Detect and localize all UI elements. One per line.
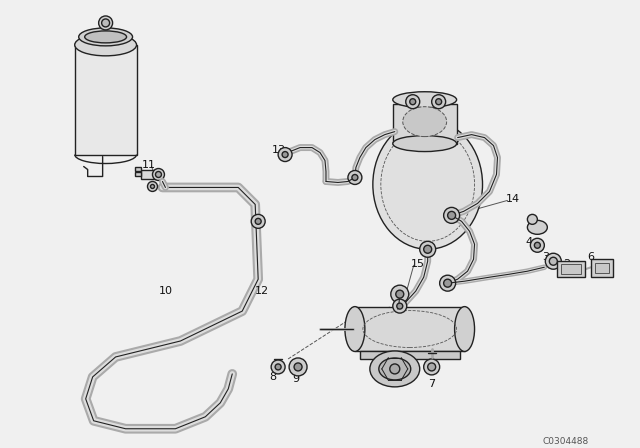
Circle shape xyxy=(424,246,431,253)
Circle shape xyxy=(271,360,285,374)
Circle shape xyxy=(152,168,164,181)
Circle shape xyxy=(102,19,109,27)
Text: 2: 2 xyxy=(563,259,570,269)
Text: 11: 11 xyxy=(141,159,156,169)
Circle shape xyxy=(549,257,557,265)
Text: 13: 13 xyxy=(272,145,286,155)
Circle shape xyxy=(150,185,154,189)
Circle shape xyxy=(255,218,261,224)
Ellipse shape xyxy=(75,34,136,56)
Ellipse shape xyxy=(373,120,483,249)
Text: 15: 15 xyxy=(411,259,425,269)
Text: C0304488: C0304488 xyxy=(543,437,589,446)
Bar xyxy=(355,306,465,352)
Bar xyxy=(75,45,136,155)
Text: 8: 8 xyxy=(269,372,276,382)
Ellipse shape xyxy=(84,31,127,43)
Text: 10: 10 xyxy=(159,286,172,296)
Circle shape xyxy=(393,299,407,313)
Circle shape xyxy=(282,151,288,158)
Circle shape xyxy=(391,285,409,303)
Circle shape xyxy=(545,253,561,269)
Bar xyxy=(561,264,581,274)
Circle shape xyxy=(440,275,456,291)
Text: 6: 6 xyxy=(588,252,595,262)
Bar xyxy=(134,167,141,171)
Circle shape xyxy=(396,290,404,298)
Bar xyxy=(557,261,585,277)
Circle shape xyxy=(348,171,362,185)
Circle shape xyxy=(527,215,538,224)
Circle shape xyxy=(444,207,460,224)
Ellipse shape xyxy=(527,220,547,234)
Ellipse shape xyxy=(393,136,456,151)
Circle shape xyxy=(156,172,161,177)
Ellipse shape xyxy=(403,107,447,137)
Text: 4: 4 xyxy=(526,237,533,247)
Circle shape xyxy=(390,364,400,374)
Text: 12: 12 xyxy=(255,286,269,296)
Circle shape xyxy=(531,238,545,252)
Ellipse shape xyxy=(454,306,474,352)
Ellipse shape xyxy=(393,92,456,108)
Circle shape xyxy=(406,95,420,109)
Ellipse shape xyxy=(370,351,420,387)
Circle shape xyxy=(431,95,445,109)
Text: 5: 5 xyxy=(526,218,533,228)
Circle shape xyxy=(397,303,403,309)
Bar xyxy=(591,259,613,277)
Ellipse shape xyxy=(379,358,411,380)
Text: 7: 7 xyxy=(428,379,435,389)
Text: 1: 1 xyxy=(388,379,396,389)
Circle shape xyxy=(99,16,113,30)
Circle shape xyxy=(444,279,452,287)
Bar xyxy=(360,352,460,359)
Ellipse shape xyxy=(79,28,132,46)
Bar xyxy=(141,169,156,180)
Circle shape xyxy=(410,99,416,105)
Bar xyxy=(595,263,609,273)
Circle shape xyxy=(275,364,281,370)
Circle shape xyxy=(278,147,292,162)
Text: 9: 9 xyxy=(292,374,300,384)
Circle shape xyxy=(534,242,540,248)
Circle shape xyxy=(289,358,307,376)
Text: 3: 3 xyxy=(542,252,549,262)
Bar xyxy=(134,172,141,177)
Bar xyxy=(393,103,456,143)
Circle shape xyxy=(447,211,456,220)
Circle shape xyxy=(294,363,302,371)
Circle shape xyxy=(252,215,265,228)
Circle shape xyxy=(420,241,436,257)
Text: 14: 14 xyxy=(506,194,520,204)
Circle shape xyxy=(428,363,436,371)
Circle shape xyxy=(352,174,358,181)
Circle shape xyxy=(424,359,440,375)
Circle shape xyxy=(436,99,442,105)
Circle shape xyxy=(147,181,157,191)
Ellipse shape xyxy=(345,306,365,352)
